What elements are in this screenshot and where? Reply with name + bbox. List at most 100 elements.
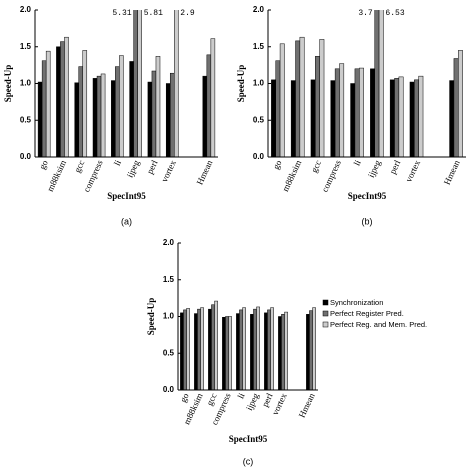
bar [271,79,276,157]
bar [350,83,356,157]
y-tick-label: 2.0 [20,5,32,14]
bar [458,50,463,157]
bar [92,78,98,157]
bar [278,316,282,390]
caption: (c) [243,456,254,466]
caption: (a) [121,216,132,226]
x-tick-label: li [352,158,363,167]
bar [202,75,208,157]
x-tick-label: ijpeg [366,158,383,179]
bar [200,307,204,390]
bar [60,41,65,157]
x-axis-label: SpecInt95 [348,191,387,201]
bar [453,58,459,157]
x-axis-label: SpecInt95 [107,191,146,201]
value-label: 2.9 [180,9,195,18]
y-tick-label: 0.5 [20,115,32,124]
x-tick-label: perl [387,158,402,175]
bar [310,79,316,157]
y-tick-label: 2.0 [163,238,175,247]
bar [418,75,424,157]
bar [275,60,281,157]
bar [239,309,243,390]
y-tick-label: 0.0 [253,152,265,161]
bar [339,63,345,157]
bar [284,311,288,390]
bar [354,68,360,157]
bar [315,56,320,157]
bar [64,36,69,157]
legend-label: Perfect Reg. and Mem. Pred. [330,320,427,329]
bar [137,10,142,157]
bar [194,313,198,390]
y-axis-label: Speed-Up [3,65,13,103]
y-axis-label: Speed-Up [146,298,156,336]
bar [281,314,285,390]
x-tick-label: go [271,158,284,171]
bar [180,312,184,390]
bar [256,306,260,390]
y-tick-label: 0.5 [163,348,175,357]
bar [253,308,257,390]
bar [41,60,47,157]
x-tick-label: gcc [204,391,218,407]
y-tick-label: 2.0 [253,5,265,14]
bar [250,314,254,390]
bar [398,76,404,157]
x-tick-label: ijpeg [244,391,261,412]
bar [206,54,212,157]
legend-swatch [322,299,329,306]
x-tick-label: go [178,391,191,404]
x-tick-label: vortex [159,158,178,184]
bar [214,300,218,390]
bar [295,40,301,157]
bar [267,309,271,390]
bar [312,307,316,390]
y-axis-label: Speed-Up [236,65,246,103]
bar [169,72,175,157]
value-label: 5.31 [112,9,131,18]
bar [370,68,375,157]
bar [133,10,138,157]
bar [100,73,106,157]
y-tick-label: 1.5 [163,275,175,284]
bar [299,36,305,157]
bar [186,308,190,390]
bar [279,43,285,157]
bar [334,68,340,157]
bar [96,75,102,157]
bar [309,310,313,390]
x-axis-label: SpecInt95 [229,434,268,444]
y-tick-label: 0.0 [20,152,32,161]
x-tick-label: Hmean [297,391,317,419]
legend-label: Perfect Register Pred. [330,309,404,318]
bar [330,80,336,157]
bar [225,316,229,390]
x-tick-label: gcc [309,158,323,174]
bar [56,46,61,157]
y-tick-label: 1.5 [20,42,32,51]
bar [183,309,187,390]
bar [147,81,153,157]
legend-label: Synchronization [330,298,383,307]
bar [264,312,268,390]
x-tick-label: li [235,391,246,400]
bar [394,78,400,157]
bar [155,56,161,157]
x-tick-label: go [37,158,50,171]
bar [270,307,274,390]
x-tick-label: Hmean [442,158,462,186]
bar [389,79,395,157]
x-tick-label: perl [145,158,160,175]
legend-swatch [322,310,329,317]
bar [290,80,296,157]
bar [374,10,380,157]
bar [37,81,43,157]
bar [449,80,455,157]
bar [74,82,79,157]
y-tick-label: 1.0 [20,79,32,88]
y-tick-label: 1.5 [253,42,265,51]
legend-swatch [322,321,329,328]
value-label: 6.53 [385,9,404,18]
bar [242,307,246,390]
